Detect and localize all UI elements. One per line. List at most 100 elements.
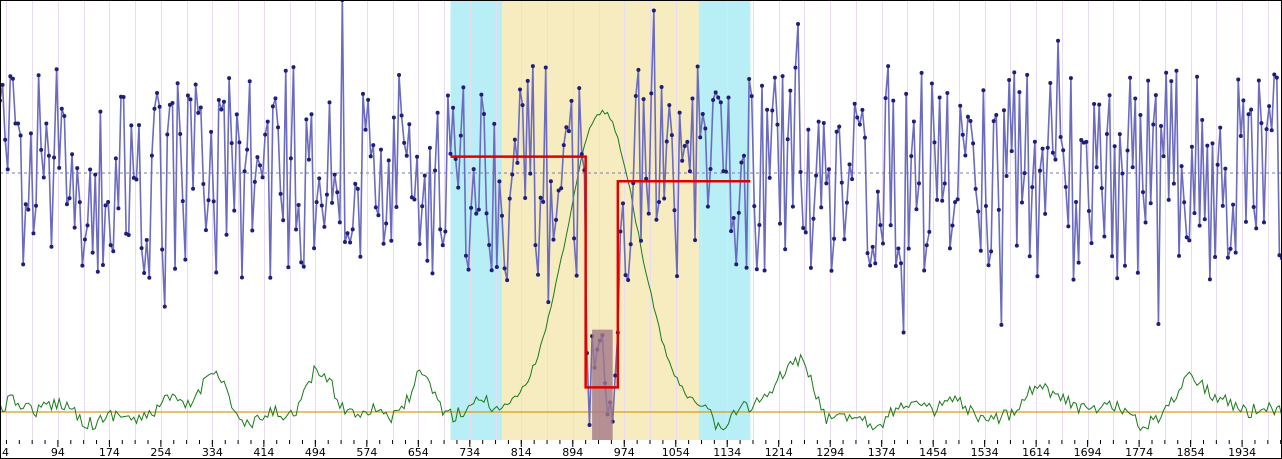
data-point bbox=[1133, 96, 1138, 101]
data-point bbox=[1143, 220, 1148, 225]
data-point bbox=[155, 91, 160, 96]
data-point bbox=[371, 143, 376, 148]
data-point bbox=[1215, 162, 1220, 167]
data-point bbox=[407, 122, 412, 127]
data-point bbox=[968, 119, 973, 124]
data-point bbox=[886, 64, 891, 69]
data-point bbox=[1169, 79, 1174, 84]
data-point bbox=[1269, 128, 1274, 133]
data-point bbox=[1050, 150, 1055, 155]
data-point bbox=[1197, 223, 1202, 228]
data-point bbox=[978, 248, 983, 253]
data-point bbox=[1189, 144, 1194, 149]
data-point bbox=[572, 236, 577, 241]
data-point bbox=[402, 140, 407, 145]
highlight-bands bbox=[450, 0, 751, 459]
data-point bbox=[394, 205, 399, 210]
data-point bbox=[942, 181, 947, 186]
data-point bbox=[227, 76, 232, 81]
data-point bbox=[1019, 200, 1024, 205]
data-point bbox=[36, 73, 41, 78]
data-point bbox=[134, 177, 139, 182]
data-point bbox=[397, 72, 402, 77]
data-point bbox=[649, 91, 654, 96]
data-point bbox=[268, 275, 273, 280]
data-point bbox=[494, 264, 499, 269]
data-point bbox=[1171, 181, 1176, 186]
data-point bbox=[700, 112, 705, 117]
data-point bbox=[3, 137, 8, 142]
data-point bbox=[960, 132, 965, 137]
data-point bbox=[1161, 154, 1166, 159]
data-point bbox=[309, 112, 314, 117]
data-point bbox=[901, 330, 906, 335]
data-point bbox=[489, 268, 494, 273]
data-point bbox=[523, 196, 528, 201]
data-point bbox=[471, 167, 476, 172]
data-point bbox=[806, 127, 811, 132]
data-point bbox=[191, 186, 196, 191]
data-point bbox=[487, 242, 492, 247]
data-point bbox=[1035, 274, 1040, 279]
data-point bbox=[515, 160, 520, 165]
data-point bbox=[1053, 157, 1058, 162]
x-tick-label: 1134 bbox=[713, 446, 741, 459]
x-tick-label: 494 bbox=[305, 446, 326, 459]
data-point bbox=[314, 200, 319, 205]
data-point bbox=[1102, 234, 1107, 239]
data-point bbox=[211, 199, 216, 204]
data-point bbox=[229, 141, 234, 146]
data-point bbox=[538, 195, 543, 200]
data-point bbox=[265, 119, 270, 124]
data-point bbox=[263, 132, 268, 137]
data-point bbox=[1120, 171, 1125, 176]
data-point bbox=[1267, 104, 1272, 109]
data-point bbox=[23, 202, 28, 207]
data-point bbox=[1043, 211, 1048, 216]
data-point bbox=[1231, 202, 1236, 207]
data-point bbox=[512, 137, 517, 142]
data-point bbox=[994, 112, 999, 117]
data-point bbox=[577, 86, 582, 91]
data-point bbox=[1228, 246, 1233, 251]
x-tick-label: 1854 bbox=[1177, 446, 1205, 459]
x-tick-label: 1454 bbox=[919, 446, 947, 459]
data-point bbox=[798, 169, 803, 174]
data-point bbox=[1254, 226, 1259, 231]
data-point bbox=[1027, 254, 1032, 259]
data-point bbox=[317, 176, 322, 181]
data-point bbox=[474, 211, 479, 216]
data-point bbox=[551, 237, 556, 242]
data-point bbox=[291, 65, 296, 70]
x-tick-label: 254 bbox=[150, 446, 171, 459]
data-point bbox=[623, 273, 628, 278]
data-point bbox=[201, 182, 206, 187]
data-point bbox=[569, 98, 574, 103]
data-point bbox=[1148, 201, 1153, 206]
data-point bbox=[639, 238, 643, 243]
data-point bbox=[986, 263, 991, 268]
data-point bbox=[783, 247, 788, 252]
data-point bbox=[734, 262, 739, 267]
data-point bbox=[958, 103, 963, 108]
data-point bbox=[1202, 217, 1207, 222]
data-point bbox=[752, 204, 757, 209]
data-point bbox=[1107, 93, 1112, 98]
data-point bbox=[1220, 203, 1225, 208]
data-point bbox=[98, 109, 103, 114]
data-point bbox=[469, 205, 474, 210]
data-point bbox=[904, 91, 909, 96]
data-point bbox=[170, 100, 175, 105]
data-point bbox=[713, 90, 718, 95]
data-point bbox=[687, 169, 692, 174]
data-point bbox=[505, 278, 510, 283]
data-point bbox=[327, 100, 332, 105]
data-point bbox=[1159, 124, 1164, 129]
data-point bbox=[644, 176, 649, 181]
data-point bbox=[917, 181, 922, 186]
data-point bbox=[528, 171, 533, 176]
data-point bbox=[1218, 125, 1223, 130]
data-point bbox=[729, 229, 734, 234]
x-tick-label: 1774 bbox=[1125, 446, 1153, 459]
